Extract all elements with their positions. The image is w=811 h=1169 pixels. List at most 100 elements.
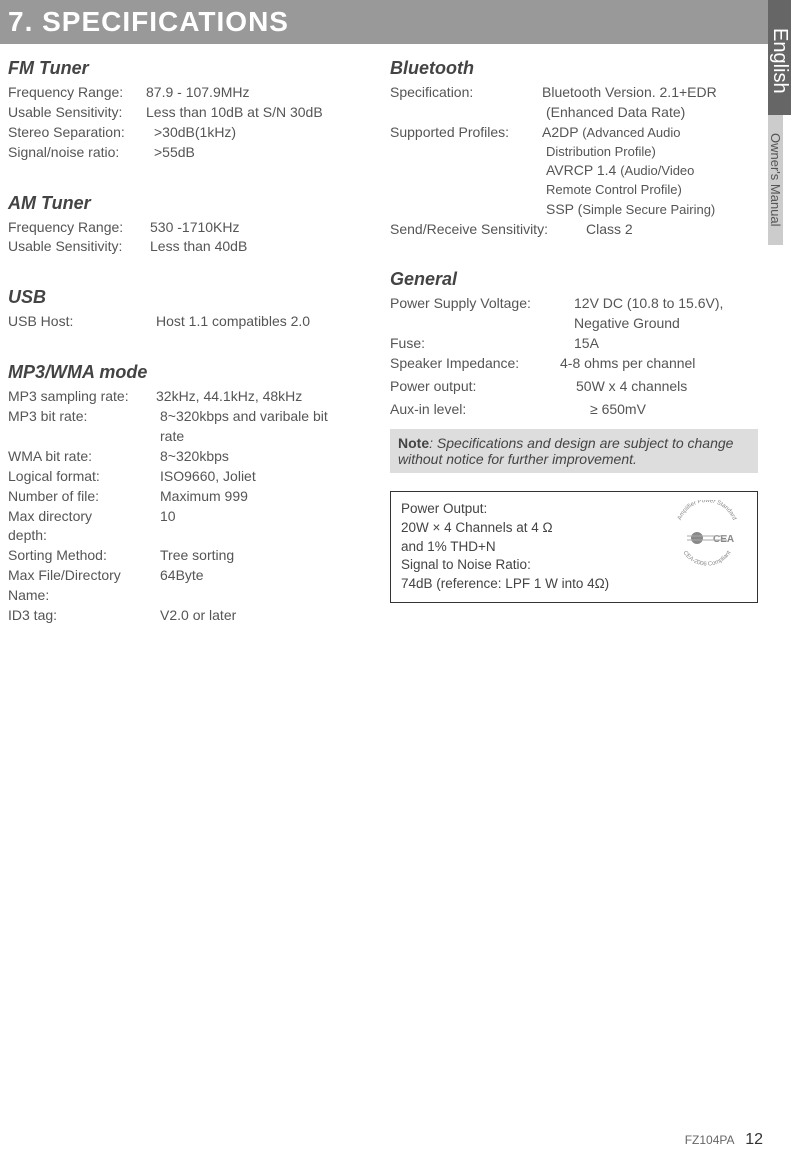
spec-label: ID3 tag:: [8, 606, 154, 625]
spec-label: [390, 143, 540, 161]
side-tabs: English Owner's Manual: [768, 0, 811, 245]
page-header: 7. SPECIFICATIONS: [0, 0, 768, 44]
am-frequency: Frequency Range: 530 -1710KHz: [8, 218, 376, 237]
bt-srs: Send/Receive Sensitivity: Class 2: [390, 220, 758, 239]
spec-label: [390, 200, 540, 219]
right-column: Bluetooth Specification: Bluetooth Versi…: [390, 58, 758, 626]
spec-value: V2.0 or later: [160, 606, 236, 625]
spec-label: [390, 161, 540, 180]
spec-label: Name:: [8, 586, 154, 605]
bt-profiles-3: SSP (Simple Secure Pairing): [390, 200, 758, 219]
page-number: 12: [745, 1131, 763, 1148]
spec-value: 32kHz, 44.1kHz, 48kHz: [156, 387, 302, 406]
spec-value: (Enhanced Data Rate): [546, 103, 685, 122]
left-column: FM Tuner Frequency Range: 87.9 - 107.9MH…: [8, 58, 376, 626]
spec-value: 8~320kbps and varibale bit: [160, 407, 328, 426]
spec-value: rate: [160, 427, 184, 446]
fuse: Fuse: 15A: [390, 334, 758, 353]
spec-value: 10: [160, 507, 176, 526]
spec-value: Remote Control Profile): [546, 181, 682, 199]
bt-profiles-2: AVRCP 1.4 (Audio/Video: [390, 161, 758, 180]
mp3-bitrate2: rate: [8, 427, 376, 446]
spec-value: 87.9 - 107.9MHz: [146, 83, 250, 102]
fm-sensitivity: Usable Sensitivity: Less than 10dB at S/…: [8, 103, 376, 122]
note-text: : Specifications and design are subject …: [398, 435, 733, 467]
spec-label: Number of file:: [8, 487, 154, 506]
spec-label: Supported Profiles:: [390, 123, 536, 142]
max-directory2: depth:: [8, 526, 376, 545]
spec-value: 12V DC (10.8 to 15.6V),: [574, 294, 723, 313]
model-number: FZ104PA: [685, 1133, 734, 1147]
wma-bitrate: WMA bit rate: 8~320kbps: [8, 447, 376, 466]
page-footer: FZ104PA 12: [685, 1131, 763, 1149]
bt-profiles-1b: Distribution Profile): [390, 143, 758, 161]
sorting-method: Sorting Method: Tree sorting: [8, 546, 376, 565]
spec-label: MP3 sampling rate:: [8, 387, 150, 406]
cea-line5: 74dB (reference: LPF 1 W into 4Ω): [401, 575, 747, 594]
spec-label: USB Host:: [8, 312, 150, 331]
spec-label: depth:: [8, 526, 154, 545]
spec-label: Aux-in level:: [390, 400, 584, 419]
spec-value: ≥ 650mV: [590, 400, 646, 419]
spec-value: Less than 40dB: [150, 237, 247, 256]
fm-separation: Stereo Separation: >30dB(1kHz): [8, 123, 376, 142]
svg-text:CEA-2006 Compliant: CEA-2006 Compliant: [682, 550, 733, 568]
spec-value: 530 -1710KHz: [150, 218, 240, 237]
bt-spec2: (Enhanced Data Rate): [390, 103, 758, 122]
tab-english: English: [768, 0, 791, 115]
note-box: Note: Specifications and design are subj…: [390, 429, 758, 473]
spec-label: Speaker Impedance:: [390, 354, 554, 373]
spec-label: Stereo Separation:: [8, 123, 148, 142]
cea-logo-icon: Amplifier Power Standard CEA CEA-2006 Co…: [667, 500, 747, 570]
mp3-title: MP3/WMA mode: [8, 362, 376, 383]
spec-value: Host 1.1 compatibles 2.0: [156, 312, 310, 331]
spec-label: [8, 427, 154, 446]
spec-value: A2DP (Advanced Audio: [542, 123, 681, 142]
spec-label: [390, 314, 568, 333]
spec-label: Send/Receive Sensitivity:: [390, 220, 580, 239]
spec-label: Usable Sensitivity:: [8, 103, 140, 122]
spec-value: SSP (Simple Secure Pairing): [546, 200, 715, 219]
bt-profiles-2b: Remote Control Profile): [390, 181, 758, 199]
spec-label: WMA bit rate:: [8, 447, 154, 466]
spec-label: Signal/noise ratio:: [8, 143, 148, 162]
am-tuner-title: AM Tuner: [8, 193, 376, 214]
spec-label: Usable Sensitivity:: [8, 237, 144, 256]
fm-snr: Signal/noise ratio: >55dB: [8, 143, 376, 162]
spec-label: Fuse:: [390, 334, 568, 353]
spec-value: Negative Ground: [574, 314, 680, 333]
spec-value: Class 2: [586, 220, 633, 239]
spec-value: AVRCP 1.4 (Audio/Video: [546, 161, 694, 180]
svg-text:Amplifier Power Standard: Amplifier Power Standard: [677, 500, 737, 521]
id3-tag: ID3 tag: V2.0 or later: [8, 606, 376, 625]
note-label: Note: [398, 435, 429, 451]
usb-title: USB: [8, 287, 376, 308]
bluetooth-title: Bluetooth: [390, 58, 758, 79]
spec-label: Power Supply Voltage:: [390, 294, 568, 313]
spec-value: 64Byte: [160, 566, 204, 585]
max-file-directory2: Name:: [8, 586, 376, 605]
spec-label: MP3 bit rate:: [8, 407, 154, 426]
spec-value: 50W x 4 channels: [576, 377, 687, 396]
max-file-directory: Max File/Directory 64Byte: [8, 566, 376, 585]
spec-value: >30dB(1kHz): [154, 123, 236, 142]
spec-value: Tree sorting: [160, 546, 234, 565]
spec-value: ISO9660, Joliet: [160, 467, 256, 486]
bt-spec: Specification: Bluetooth Version. 2.1+ED…: [390, 83, 758, 102]
mp3-bitrate: MP3 bit rate: 8~320kbps and varibale bit: [8, 407, 376, 426]
spec-value: Bluetooth Version. 2.1+EDR: [542, 83, 717, 102]
bt-profiles: Supported Profiles: A2DP (Advanced Audio: [390, 123, 758, 142]
mp3-sampling: MP3 sampling rate: 32kHz, 44.1kHz, 48kHz: [8, 387, 376, 406]
aux-in: Aux-in level: ≥ 650mV: [390, 400, 758, 419]
spec-label: Max File/Directory: [8, 566, 154, 585]
spec-label: [390, 103, 540, 122]
spec-label: [390, 181, 540, 199]
cea-box: Power Output: 20W × 4 Channels at 4 Ω an…: [390, 491, 758, 603]
spec-label: Max directory: [8, 507, 154, 526]
spec-value: 15A: [574, 334, 599, 353]
tab-owners-manual: Owner's Manual: [768, 115, 783, 245]
number-of-file: Number of file: Maximum 999: [8, 487, 376, 506]
spec-label: Sorting Method:: [8, 546, 154, 565]
general-title: General: [390, 269, 758, 290]
spec-label: Power output:: [390, 377, 570, 396]
